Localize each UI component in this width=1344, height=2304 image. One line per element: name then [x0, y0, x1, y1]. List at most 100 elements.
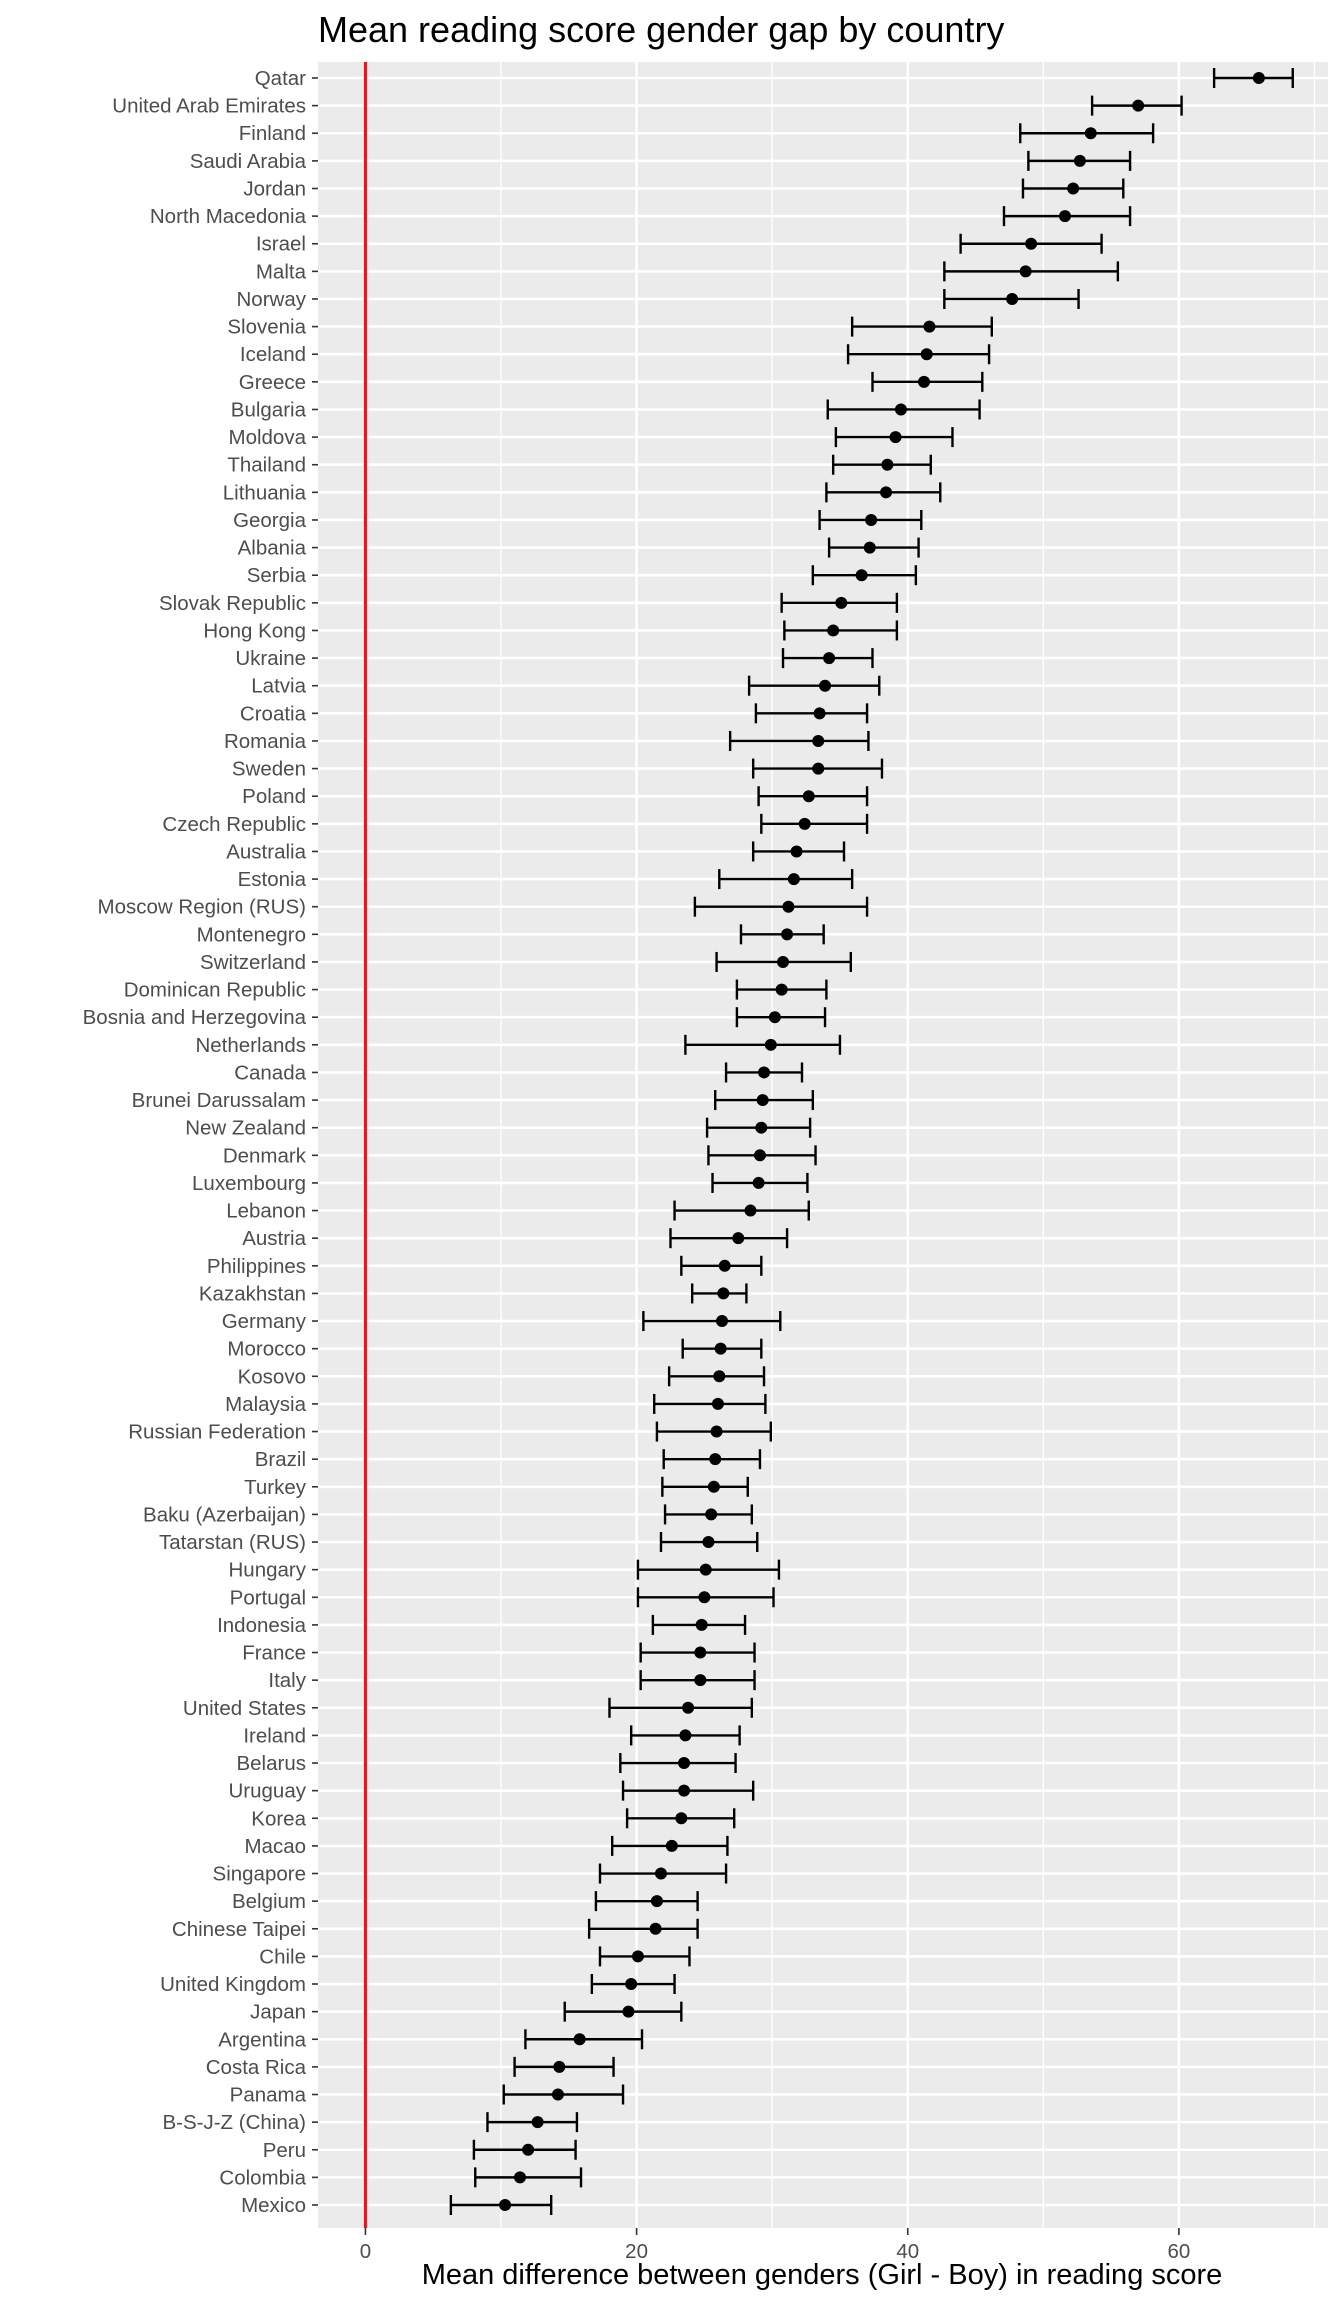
country-label: Belgium	[232, 1890, 306, 1913]
country-label: Slovenia	[227, 316, 306, 339]
error-bar	[598, 1946, 691, 1967]
country-label: Baku (Azerbaijan)	[143, 1503, 306, 1526]
y-ticks	[312, 77, 318, 2206]
country-label: Mexico	[241, 2194, 306, 2217]
country-label: Finland	[239, 122, 306, 145]
error-bar	[673, 1200, 810, 1221]
mean-point	[553, 2060, 566, 2073]
mean-point	[699, 1563, 712, 1576]
mean-point	[551, 2088, 564, 2101]
country-label: Luxembourg	[192, 1172, 306, 1195]
mean-point	[499, 2199, 512, 2211]
mean-point	[775, 983, 788, 996]
country-label: Russian Federation	[128, 1421, 306, 1444]
mean-point	[694, 1674, 707, 1687]
mean-point	[798, 817, 811, 830]
mean-point	[790, 845, 803, 858]
country-label: Ireland	[243, 1724, 306, 1747]
country-label: Tatarstan (RUS)	[159, 1531, 306, 1554]
country-label: Kosovo	[238, 1365, 306, 1388]
mean-point	[823, 652, 836, 665]
mean-point	[1132, 99, 1145, 112]
mean-point	[654, 1867, 667, 1880]
x-tick-label: 0	[360, 2240, 371, 2263]
mean-point	[711, 1397, 724, 1410]
country-label: Malta	[256, 260, 307, 283]
mean-point	[1252, 72, 1265, 84]
error-bar	[850, 316, 993, 337]
mean-point	[1006, 292, 1019, 305]
error-bar	[718, 869, 854, 890]
mean-point	[753, 1149, 766, 1162]
mean-point	[717, 1287, 730, 1300]
country-label: Singapore	[213, 1863, 306, 1886]
country-label: Brunei Darussalam	[132, 1089, 306, 1112]
plot-panel	[318, 62, 1328, 2228]
mean-point	[782, 900, 795, 913]
country-label: Philippines	[207, 1255, 306, 1278]
country-label: Hungary	[229, 1559, 307, 1582]
country-label: Poland	[242, 785, 306, 808]
country-label: Japan	[250, 2001, 306, 2024]
mean-point	[787, 873, 800, 886]
country-label: France	[242, 1642, 306, 1665]
country-labels: Qatar United Arab Emirates Finland Saudi Ar…	[83, 67, 307, 2217]
country-label: Ukraine	[235, 647, 306, 670]
country-label: Denmark	[223, 1144, 307, 1167]
country-label: Australia	[226, 840, 306, 863]
x-tick-label: 20	[625, 2240, 648, 2263]
country-label: United States	[183, 1697, 306, 1720]
error-bar	[619, 1753, 737, 1774]
error-bar	[608, 1697, 754, 1718]
country-label: Norway	[237, 288, 307, 311]
country-label: B-S-J-Z (China)	[162, 2111, 306, 2134]
mean-point	[744, 1204, 757, 1217]
mean-point	[679, 1729, 692, 1742]
country-label: Qatar	[255, 67, 306, 90]
mean-point	[694, 1646, 707, 1659]
error-bar	[474, 2167, 583, 2188]
mean-point	[650, 1895, 663, 1908]
error-bar	[754, 703, 869, 724]
country-label: Argentina	[218, 2028, 306, 2051]
error-bar	[661, 1476, 749, 1497]
country-label: Israel	[256, 233, 306, 256]
mean-point	[812, 734, 825, 747]
error-bar	[735, 1007, 827, 1028]
country-label: Moldova	[229, 426, 307, 449]
mean-point	[1073, 154, 1086, 167]
country-label: Lebanon	[226, 1200, 306, 1223]
country-label: Belarus	[236, 1752, 306, 1775]
country-label: New Zealand	[185, 1117, 306, 1140]
country-label: Iceland	[240, 343, 306, 366]
mean-point	[522, 2143, 535, 2156]
chart-title: Mean reading score gender gap by country	[318, 9, 1004, 50]
error-bar	[693, 896, 869, 917]
country-label: Panama	[230, 2084, 307, 2107]
x-tick-label: 40	[896, 2240, 919, 2263]
mean-point	[702, 1536, 715, 1549]
country-label: Peru	[263, 2139, 306, 2162]
country-label: Sweden	[232, 758, 306, 781]
country-label: Montenegro	[197, 923, 306, 946]
country-label: Chinese Taipei	[172, 1918, 306, 1941]
mean-point	[1084, 127, 1097, 140]
mean-point	[710, 1425, 723, 1438]
mean-point	[755, 1121, 768, 1134]
mean-point	[732, 1232, 745, 1245]
x-axis-title: Mean difference between genders (Girl - …	[422, 2259, 1223, 2291]
mean-point	[695, 1618, 708, 1631]
mean-point	[1058, 210, 1071, 223]
country-label: Estonia	[238, 868, 307, 891]
country-label: Brazil	[255, 1448, 306, 1471]
country-label: Indonesia	[217, 1614, 307, 1637]
mean-point	[819, 679, 832, 692]
country-label: United Kingdom	[160, 1973, 306, 1996]
country-label: Turkey	[244, 1476, 307, 1499]
country-label: Latvia	[251, 675, 306, 698]
mean-point	[865, 513, 878, 526]
error-bar	[642, 1311, 782, 1332]
mean-point	[713, 1370, 726, 1383]
mean-point	[894, 403, 907, 416]
